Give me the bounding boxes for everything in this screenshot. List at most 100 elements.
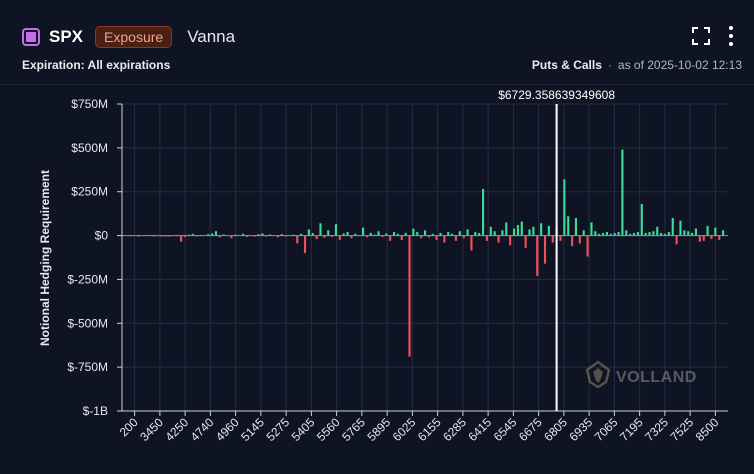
bar bbox=[389, 235, 392, 241]
bar bbox=[245, 235, 248, 237]
bar bbox=[222, 234, 225, 236]
bar bbox=[578, 235, 581, 244]
bar bbox=[489, 226, 492, 236]
bar bbox=[505, 222, 508, 236]
expiration-filter[interactable]: Expiration: All expirations bbox=[22, 58, 171, 72]
bar bbox=[447, 232, 450, 236]
as-of-timestamp: as of 2025-10-02 12:13 bbox=[617, 58, 742, 72]
bar bbox=[656, 226, 659, 236]
bar bbox=[346, 232, 349, 236]
bar bbox=[524, 235, 527, 248]
bar bbox=[180, 235, 183, 242]
x-tick-label: 6805 bbox=[541, 415, 570, 444]
bar bbox=[582, 230, 585, 236]
bar-series bbox=[129, 149, 725, 357]
bar bbox=[315, 235, 318, 240]
bar bbox=[497, 235, 500, 243]
bar bbox=[621, 149, 624, 236]
bar bbox=[207, 234, 210, 236]
bar bbox=[493, 231, 496, 236]
bar bbox=[191, 233, 194, 236]
bar bbox=[454, 235, 458, 241]
bar bbox=[261, 233, 264, 236]
bar bbox=[652, 231, 655, 236]
bar bbox=[431, 233, 434, 236]
bar bbox=[617, 232, 620, 236]
bar bbox=[369, 232, 372, 236]
y-tick-label: $-250M bbox=[67, 272, 108, 286]
bar bbox=[443, 235, 446, 243]
bar bbox=[540, 223, 543, 236]
bar bbox=[354, 233, 357, 236]
bar bbox=[458, 231, 461, 236]
bar bbox=[331, 235, 334, 237]
bar bbox=[420, 235, 423, 239]
bar bbox=[694, 228, 698, 236]
y-tick-label: $500M bbox=[71, 141, 108, 155]
bar bbox=[613, 232, 616, 236]
x-tick-label: 7195 bbox=[617, 415, 646, 444]
bar bbox=[567, 216, 570, 236]
x-tick-label: 5765 bbox=[339, 415, 368, 444]
x-tick-label: 6155 bbox=[415, 415, 444, 444]
bar bbox=[300, 233, 303, 236]
bar bbox=[404, 232, 407, 236]
bar bbox=[644, 232, 647, 236]
bar bbox=[702, 235, 705, 241]
bar bbox=[710, 235, 713, 240]
y-axis-label: Notional Hedging Requirement bbox=[38, 170, 52, 346]
bar bbox=[520, 221, 523, 236]
bar bbox=[648, 232, 651, 236]
bar bbox=[559, 235, 562, 241]
bar bbox=[385, 233, 388, 236]
bar bbox=[435, 235, 438, 240]
exposure-badge[interactable]: Exposure bbox=[95, 26, 173, 48]
bar bbox=[311, 232, 314, 236]
bar bbox=[485, 235, 488, 241]
x-tick-label: 5145 bbox=[238, 415, 267, 444]
bar bbox=[598, 233, 601, 236]
bar bbox=[423, 230, 427, 236]
bar bbox=[474, 232, 477, 236]
ticker-symbol: SPX bbox=[49, 27, 84, 46]
bar bbox=[536, 235, 539, 276]
chart-meta: Puts & Calls · as of 2025-10-02 12:13 bbox=[532, 58, 742, 72]
bar bbox=[632, 232, 636, 236]
y-tick-label: $-1B bbox=[83, 404, 108, 418]
fullscreen-icon[interactable] bbox=[692, 27, 710, 45]
x-tick-label: 6025 bbox=[390, 415, 419, 444]
more-vertical-icon[interactable] bbox=[726, 26, 736, 46]
bar bbox=[671, 218, 674, 236]
puts-calls-toggle[interactable]: Puts & Calls bbox=[531, 58, 602, 72]
meta-separator: · bbox=[607, 58, 612, 72]
bar bbox=[195, 235, 198, 237]
watermark: VOLLAND bbox=[585, 360, 697, 389]
bar bbox=[168, 235, 171, 237]
x-tick-label: 7065 bbox=[592, 415, 621, 444]
bar bbox=[691, 232, 694, 236]
bar bbox=[660, 232, 663, 236]
bar bbox=[257, 234, 260, 236]
bar bbox=[323, 235, 326, 238]
bar bbox=[400, 235, 403, 240]
x-tick-label: 3450 bbox=[137, 415, 166, 444]
bar bbox=[609, 233, 612, 236]
bar bbox=[211, 233, 214, 236]
y-tick-label: $0 bbox=[95, 229, 109, 243]
bar bbox=[571, 235, 574, 247]
watermark-text: VOLLAND bbox=[616, 369, 697, 386]
bar bbox=[365, 235, 368, 238]
bar bbox=[342, 233, 345, 236]
bar bbox=[714, 227, 717, 236]
bar bbox=[602, 232, 605, 236]
bar bbox=[269, 234, 272, 236]
bar bbox=[478, 232, 481, 236]
bar bbox=[412, 228, 415, 236]
bar bbox=[563, 179, 566, 236]
bar bbox=[396, 233, 399, 236]
bar bbox=[377, 231, 380, 236]
bar bbox=[683, 230, 686, 236]
bar bbox=[427, 235, 430, 238]
bar bbox=[362, 227, 365, 236]
